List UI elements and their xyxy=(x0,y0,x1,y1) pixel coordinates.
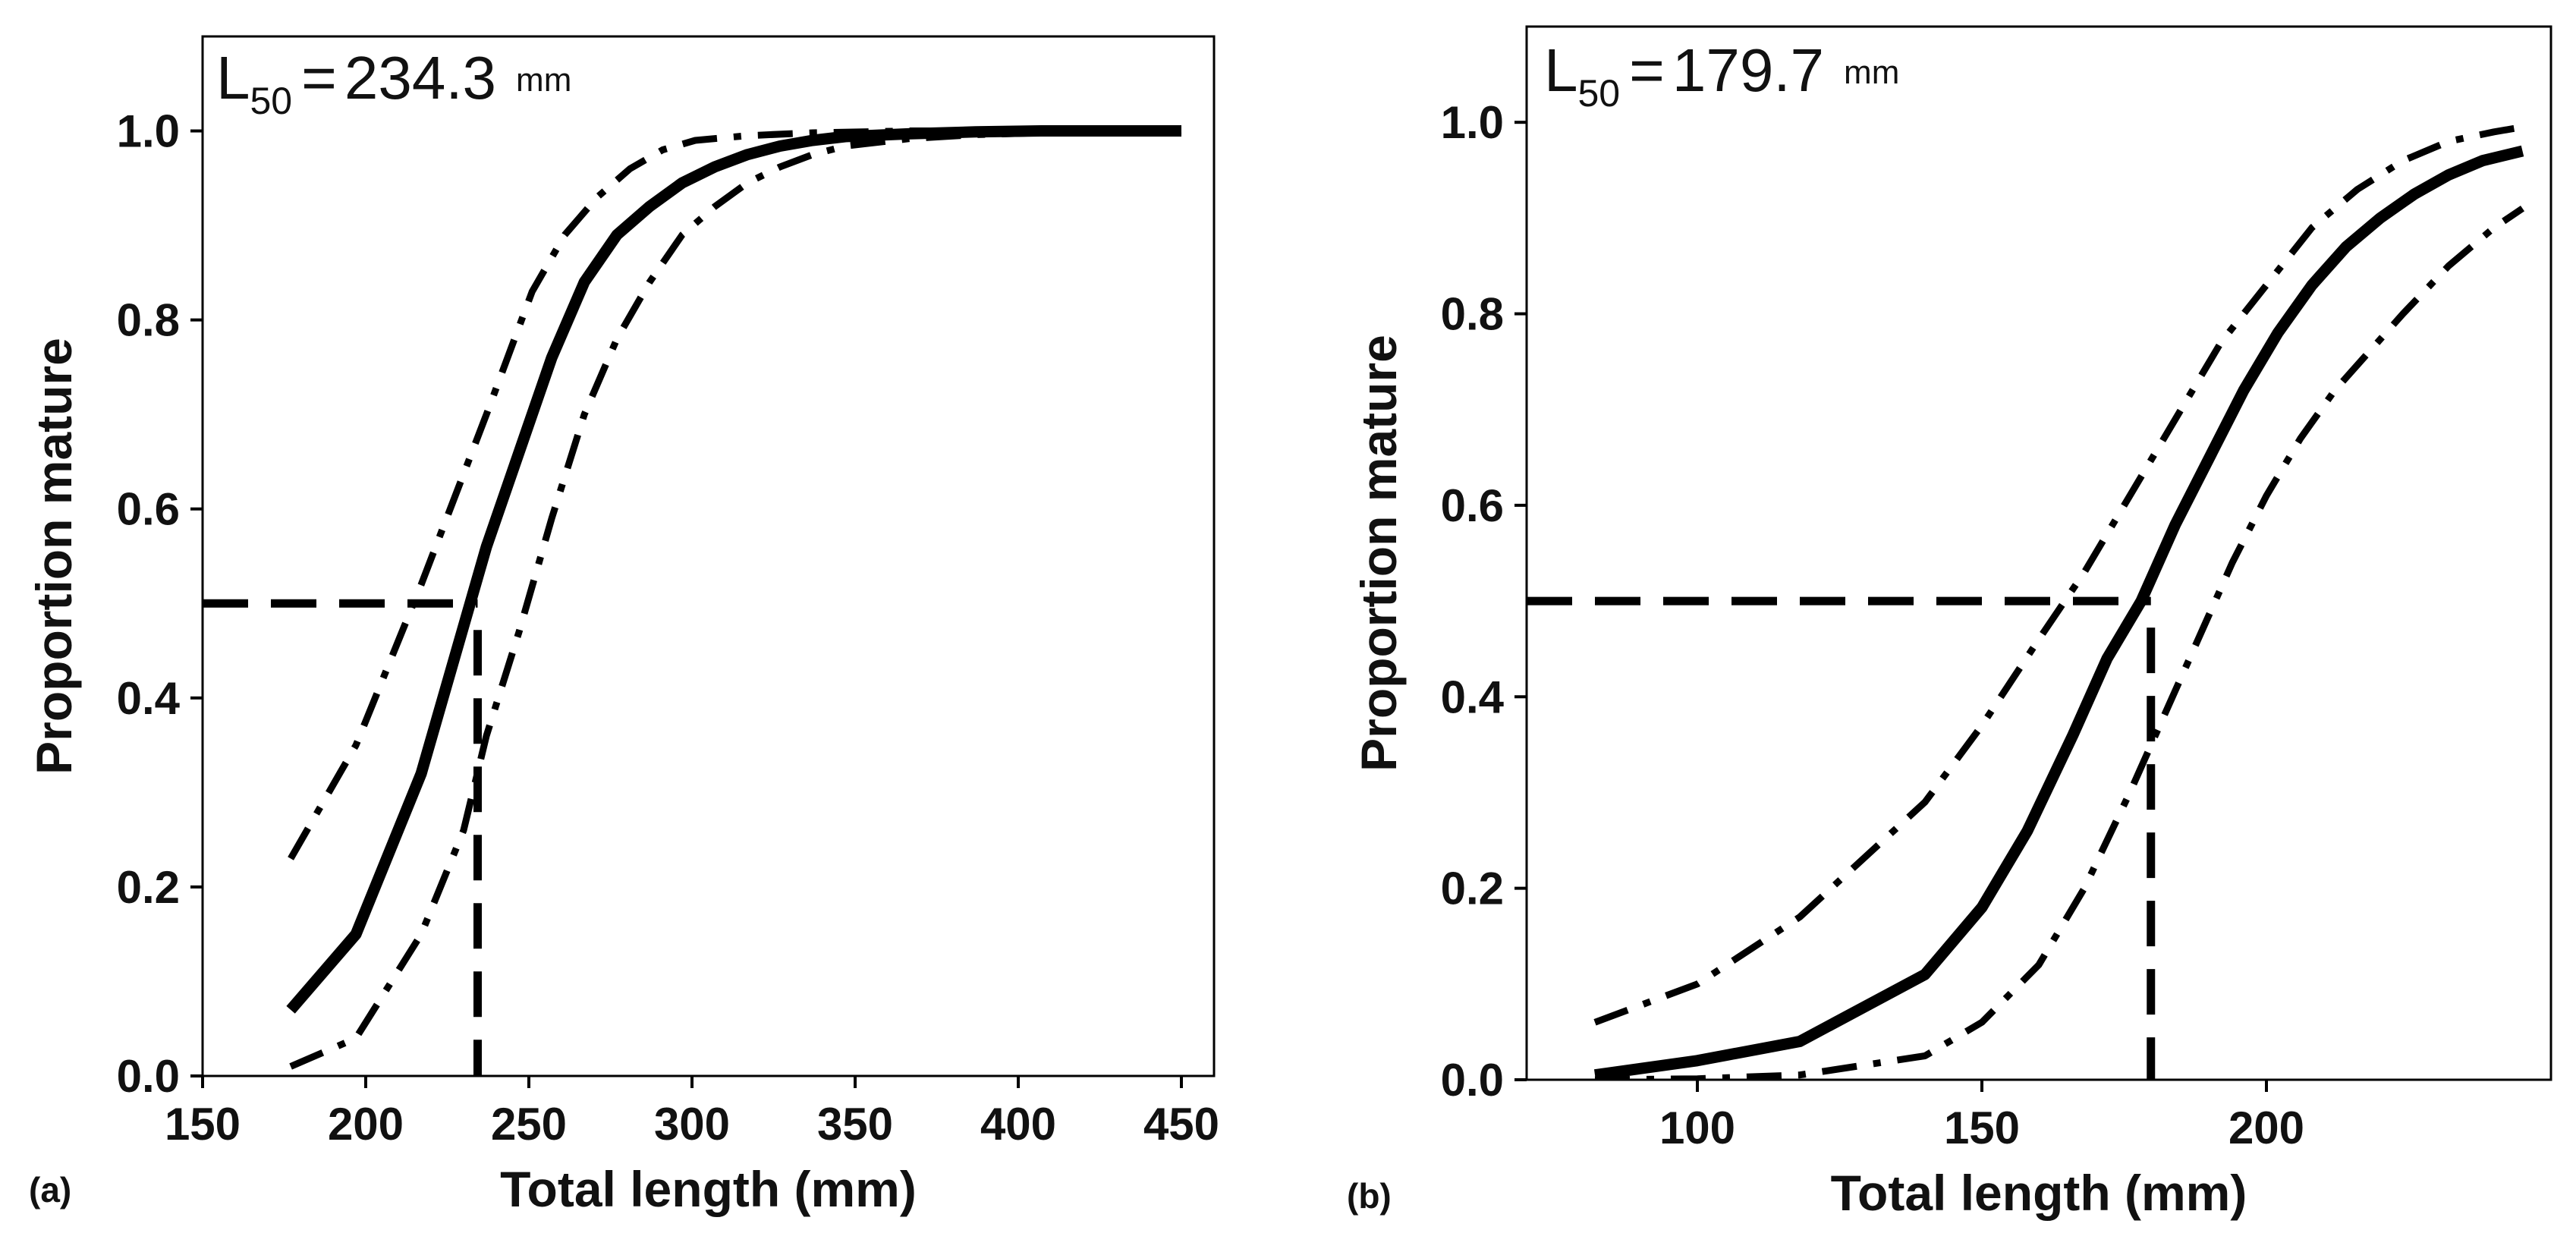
lower-ci-curve xyxy=(289,127,1182,1070)
y-tick-label: 1.0 xyxy=(1441,97,1504,148)
y-tick-label: 0.2 xyxy=(1441,864,1504,914)
fitted-curve xyxy=(1593,145,2524,1080)
y-tick-label: 0.0 xyxy=(117,1051,180,1102)
upper-ci-curve xyxy=(1593,124,2524,1026)
panel-label: (a) xyxy=(29,1170,71,1210)
y-tick-label: 0.6 xyxy=(1441,480,1504,531)
x-axis-title: Total length (mm) xyxy=(500,1161,917,1217)
x-tick-label: 400 xyxy=(980,1099,1056,1150)
x-axis-title: Total length (mm) xyxy=(1831,1165,2247,1221)
plot-frame xyxy=(1525,25,2552,1081)
l50-annotation: L50 = 179.7 mm xyxy=(1544,36,1899,115)
panel-label: (b) xyxy=(1347,1176,1392,1216)
x-tick-label: 100 xyxy=(1659,1103,1735,1153)
y-tick-label: 0.4 xyxy=(117,673,181,724)
chart-panel-b: 0.0 0.2 0.4 0.6 0.8 1.0 100 150 200 Total length … xyxy=(1347,25,2552,1221)
x-tick-label: 250 xyxy=(491,1099,567,1150)
x-tick-label: 450 xyxy=(1143,1099,1219,1150)
y-tick-label: 0.8 xyxy=(117,295,180,346)
y-axis-title: Proportion mature xyxy=(26,338,82,775)
y-tick-label: 0.2 xyxy=(117,862,180,913)
x-tick-label: 350 xyxy=(817,1099,893,1150)
y-tick-label: 1.0 xyxy=(117,106,180,157)
y-tick-label: 0.0 xyxy=(1441,1055,1504,1106)
y-tick-label: 0.6 xyxy=(117,484,180,535)
y-axis-title: Proportion mature xyxy=(1351,335,1407,772)
x-tick-label: 300 xyxy=(654,1099,730,1150)
chart-panel-a: 0.0 0.2 0.4 0.6 0.8 1.0 150 200 250 300 350 400 450 T… xyxy=(26,35,1219,1217)
x-tick-label: 150 xyxy=(165,1099,241,1150)
plot-frame xyxy=(201,35,1216,1077)
x-tick-label: 200 xyxy=(2228,1103,2304,1153)
y-tick-label: 0.4 xyxy=(1441,672,1505,722)
lower-ci-curve xyxy=(1594,205,2525,1080)
x-tick-label: 200 xyxy=(328,1099,404,1150)
upper-ci-curve xyxy=(288,127,1181,860)
x-tick-label: 150 xyxy=(1944,1103,2020,1153)
l50-annotation: L50 = 234.3 mm xyxy=(216,44,571,122)
y-tick-label: 0.8 xyxy=(1441,289,1504,340)
